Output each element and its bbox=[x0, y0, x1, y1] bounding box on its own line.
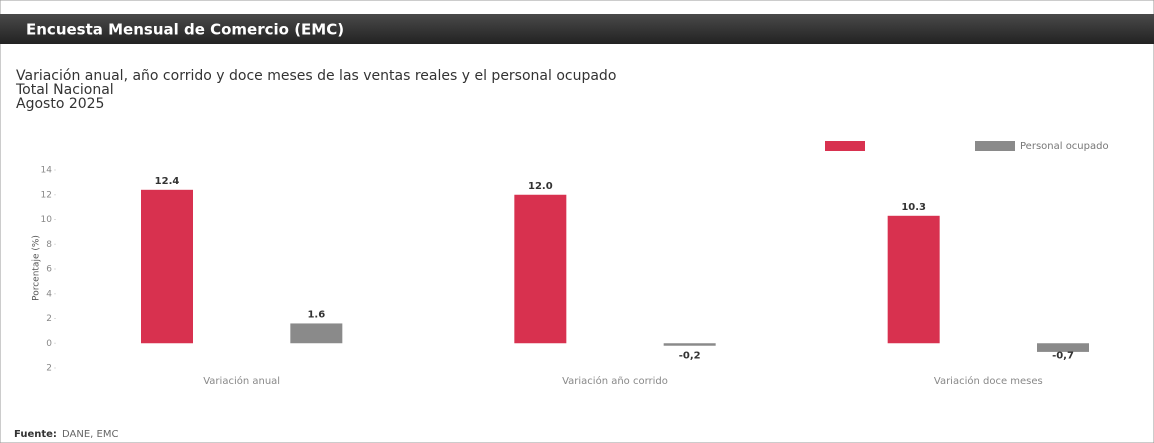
y-tick-label: 8 bbox=[46, 240, 52, 250]
legend-swatch bbox=[825, 141, 865, 151]
y-tick-label: 10 bbox=[41, 215, 53, 225]
legend-label: Personal ocupado bbox=[1020, 141, 1109, 152]
data-label: 12.0 bbox=[528, 181, 553, 192]
y-tick-label: 6 bbox=[46, 265, 52, 275]
legend-swatch bbox=[975, 141, 1015, 151]
data-label: 12.4 bbox=[155, 176, 180, 187]
bar bbox=[514, 194, 567, 344]
y-tick-label: 4 bbox=[46, 289, 52, 299]
data-label: 10.3 bbox=[901, 202, 926, 213]
chart-period: Agosto 2025 bbox=[16, 96, 104, 112]
bar bbox=[141, 189, 193, 344]
data-label: -0,7 bbox=[1052, 350, 1074, 361]
data-label: 1.6 bbox=[307, 309, 325, 320]
header-title: Encuesta Mensual de Comercio (EMC) bbox=[26, 21, 344, 39]
footer-label: Fuente: bbox=[14, 429, 57, 440]
x-tick-label: Variación año corrido bbox=[562, 375, 668, 387]
chart-subtitle: Total Nacional bbox=[15, 82, 114, 98]
y-tick-label: 14 bbox=[41, 166, 53, 176]
data-label: -0,2 bbox=[679, 350, 701, 361]
header-bar bbox=[0, 14, 1154, 44]
bar bbox=[663, 343, 716, 346]
y-axis-label: Porcentaje (%) bbox=[32, 235, 42, 301]
chart-title: Variación anual, año corrido y doce mese… bbox=[16, 68, 616, 84]
x-tick-label: Variación doce meses bbox=[934, 375, 1043, 387]
bar bbox=[1037, 343, 1089, 352]
footer-source: DANE, EMC bbox=[62, 429, 118, 440]
x-tick-label: Variación anual bbox=[203, 375, 280, 387]
y-tick-label: 12 bbox=[41, 190, 52, 200]
bar bbox=[887, 215, 940, 344]
bar bbox=[290, 323, 343, 344]
y-tick-label: 2 bbox=[46, 314, 52, 324]
y-tick-label: 2 bbox=[46, 364, 52, 374]
y-tick-label: 0 bbox=[46, 339, 52, 349]
